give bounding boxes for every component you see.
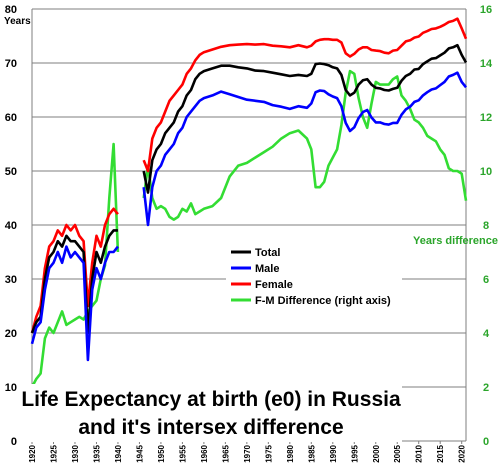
- plot-lines: [30, 17, 468, 388]
- right-axis: 0 2 4 6 8 10 12 14 16: [480, 4, 493, 448]
- chart-title-line-1: Life Expectancy at birth (e0) in Russia: [21, 388, 401, 411]
- left-axis: 0 10 20 30 40 50 60 70 80: [5, 4, 17, 448]
- x-tick-label: 2000: [372, 444, 381, 462]
- left-tick-label: 30: [5, 274, 17, 286]
- x-tick-label: 1970: [243, 444, 252, 462]
- series-line-f-m-difference-right-axis: [142, 69, 468, 221]
- grid: [31, 8, 467, 442]
- right-tick-label: 2: [483, 382, 489, 394]
- left-tick-label: 20: [5, 328, 17, 340]
- legend-label: F-M Difference (right axis): [255, 295, 391, 307]
- x-tick-label: 1990: [329, 444, 338, 462]
- x-tick-label: 1940: [114, 444, 123, 462]
- left-tick-label: 60: [5, 112, 17, 124]
- x-tick-label: 1930: [71, 444, 80, 462]
- legend-box: [226, 242, 402, 304]
- x-tick-label: 1985: [307, 444, 316, 462]
- x-tick-label: 1920: [28, 444, 37, 462]
- series-line-female: [30, 207, 119, 334]
- right-tick-label: 10: [480, 166, 492, 178]
- series-line-male: [142, 71, 468, 227]
- x-tick-label: 1975: [264, 444, 273, 462]
- series-line-total: [30, 229, 118, 335]
- legend-label: Female: [255, 279, 293, 291]
- series-line-female: [142, 17, 468, 173]
- right-tick-label: 0: [483, 436, 489, 448]
- x-tick-label: 1925: [49, 444, 58, 462]
- legend-label: Total: [255, 247, 280, 259]
- left-axis-unit: Years: [4, 16, 31, 27]
- x-tick-label: 2005: [393, 444, 402, 462]
- left-tick-label: 10: [5, 382, 17, 394]
- x-tick-label: 1955: [178, 444, 187, 462]
- x-tick-label: 1995: [350, 444, 359, 462]
- left-tick-label: 50: [5, 166, 17, 178]
- right-axis-unit: Years difference: [413, 235, 498, 247]
- series-line-male: [30, 245, 119, 362]
- right-tick-label: 6: [483, 274, 489, 286]
- left-tick-label: 0: [11, 436, 17, 448]
- left-tick-label: 40: [5, 220, 17, 232]
- x-tick-label: 2010: [415, 444, 424, 462]
- x-tick-label: 2020: [458, 444, 467, 462]
- chart-title-box: Life Expectancy at birth (e0) in Russia …: [20, 384, 402, 442]
- right-tick-label: 4: [483, 328, 490, 340]
- x-tick-label: 1945: [135, 444, 144, 462]
- series-line-total: [142, 43, 468, 194]
- x-tick-label: 1960: [200, 444, 209, 462]
- left-tick-label: 70: [5, 58, 17, 70]
- x-axis: 1920 1925 1930 1935 1940 1945 1950 1955 1960 1965…: [28, 441, 467, 463]
- left-tick-label: 80: [5, 4, 17, 16]
- x-tick-label: 1935: [92, 444, 101, 462]
- right-tick-label: 8: [483, 220, 489, 232]
- right-tick-label: 16: [480, 4, 492, 16]
- legend-label: Male: [255, 263, 279, 275]
- x-tick-label: 1965: [221, 444, 230, 462]
- right-tick-label: 12: [480, 112, 492, 124]
- legend: Total Male Female F-M Difference (right axi…: [226, 242, 402, 307]
- chart-title-line-2: and it's intersex difference: [78, 416, 343, 439]
- x-tick-label: 2015: [436, 444, 445, 462]
- x-tick-label: 1980: [286, 444, 295, 462]
- right-tick-label: 14: [480, 58, 493, 70]
- x-tick-label: 1950: [157, 444, 166, 462]
